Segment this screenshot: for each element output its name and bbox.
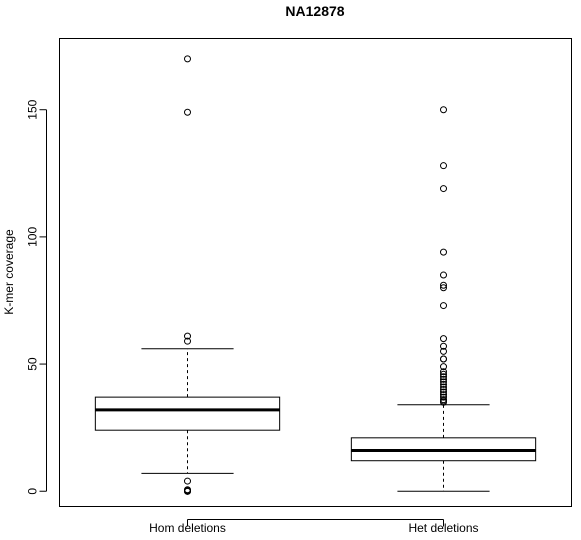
x-tick-label: Het deletions xyxy=(408,521,478,535)
boxes-layer xyxy=(94,55,537,495)
y-tick-label: 100 xyxy=(26,227,40,247)
outlier-point xyxy=(440,355,447,363)
outlier-point xyxy=(440,386,447,393)
outlier-point xyxy=(440,302,447,310)
outlier-point xyxy=(440,380,447,388)
outlier-point xyxy=(440,185,447,193)
outlier-point xyxy=(440,347,447,355)
outlier-point xyxy=(184,108,191,116)
outlier-point xyxy=(440,284,447,292)
box-group xyxy=(94,55,281,495)
outlier-point xyxy=(440,378,447,386)
y-tick-label: 150 xyxy=(26,99,40,119)
outlier-point xyxy=(184,55,191,63)
outlier-point xyxy=(440,388,447,396)
y-tick-label: 0 xyxy=(26,488,40,495)
chart-title: NA12878 xyxy=(285,3,344,19)
outlier-point xyxy=(440,363,447,371)
outlier-point xyxy=(440,335,447,343)
outlier-point xyxy=(440,106,447,114)
outlier-point xyxy=(440,271,447,279)
outlier-point xyxy=(184,337,191,345)
outlier-point xyxy=(440,373,447,381)
outlier-point xyxy=(440,375,447,383)
box-group xyxy=(350,106,537,492)
outlier-point xyxy=(440,342,447,350)
y-tick-label: 50 xyxy=(26,357,40,371)
outlier-point xyxy=(440,368,447,376)
y-axis: 0 50 100 150 xyxy=(26,99,47,495)
x-tick-label: Hom deletions xyxy=(149,521,226,535)
plot-frame xyxy=(59,38,572,507)
outlier-point xyxy=(440,281,447,289)
outlier-point xyxy=(440,398,447,406)
outlier-point xyxy=(440,393,447,401)
outlier-point xyxy=(440,162,447,170)
outlier-point xyxy=(440,383,447,391)
y-axis-label: K-mer coverage xyxy=(2,229,16,315)
outlier-point xyxy=(184,332,191,340)
box-iqr xyxy=(94,396,281,431)
outlier-point xyxy=(440,370,447,378)
outlier-point xyxy=(184,477,191,485)
outlier-point xyxy=(184,487,191,495)
outlier-point xyxy=(440,248,447,256)
x-axis: Hom deletions Het deletions xyxy=(149,519,479,535)
